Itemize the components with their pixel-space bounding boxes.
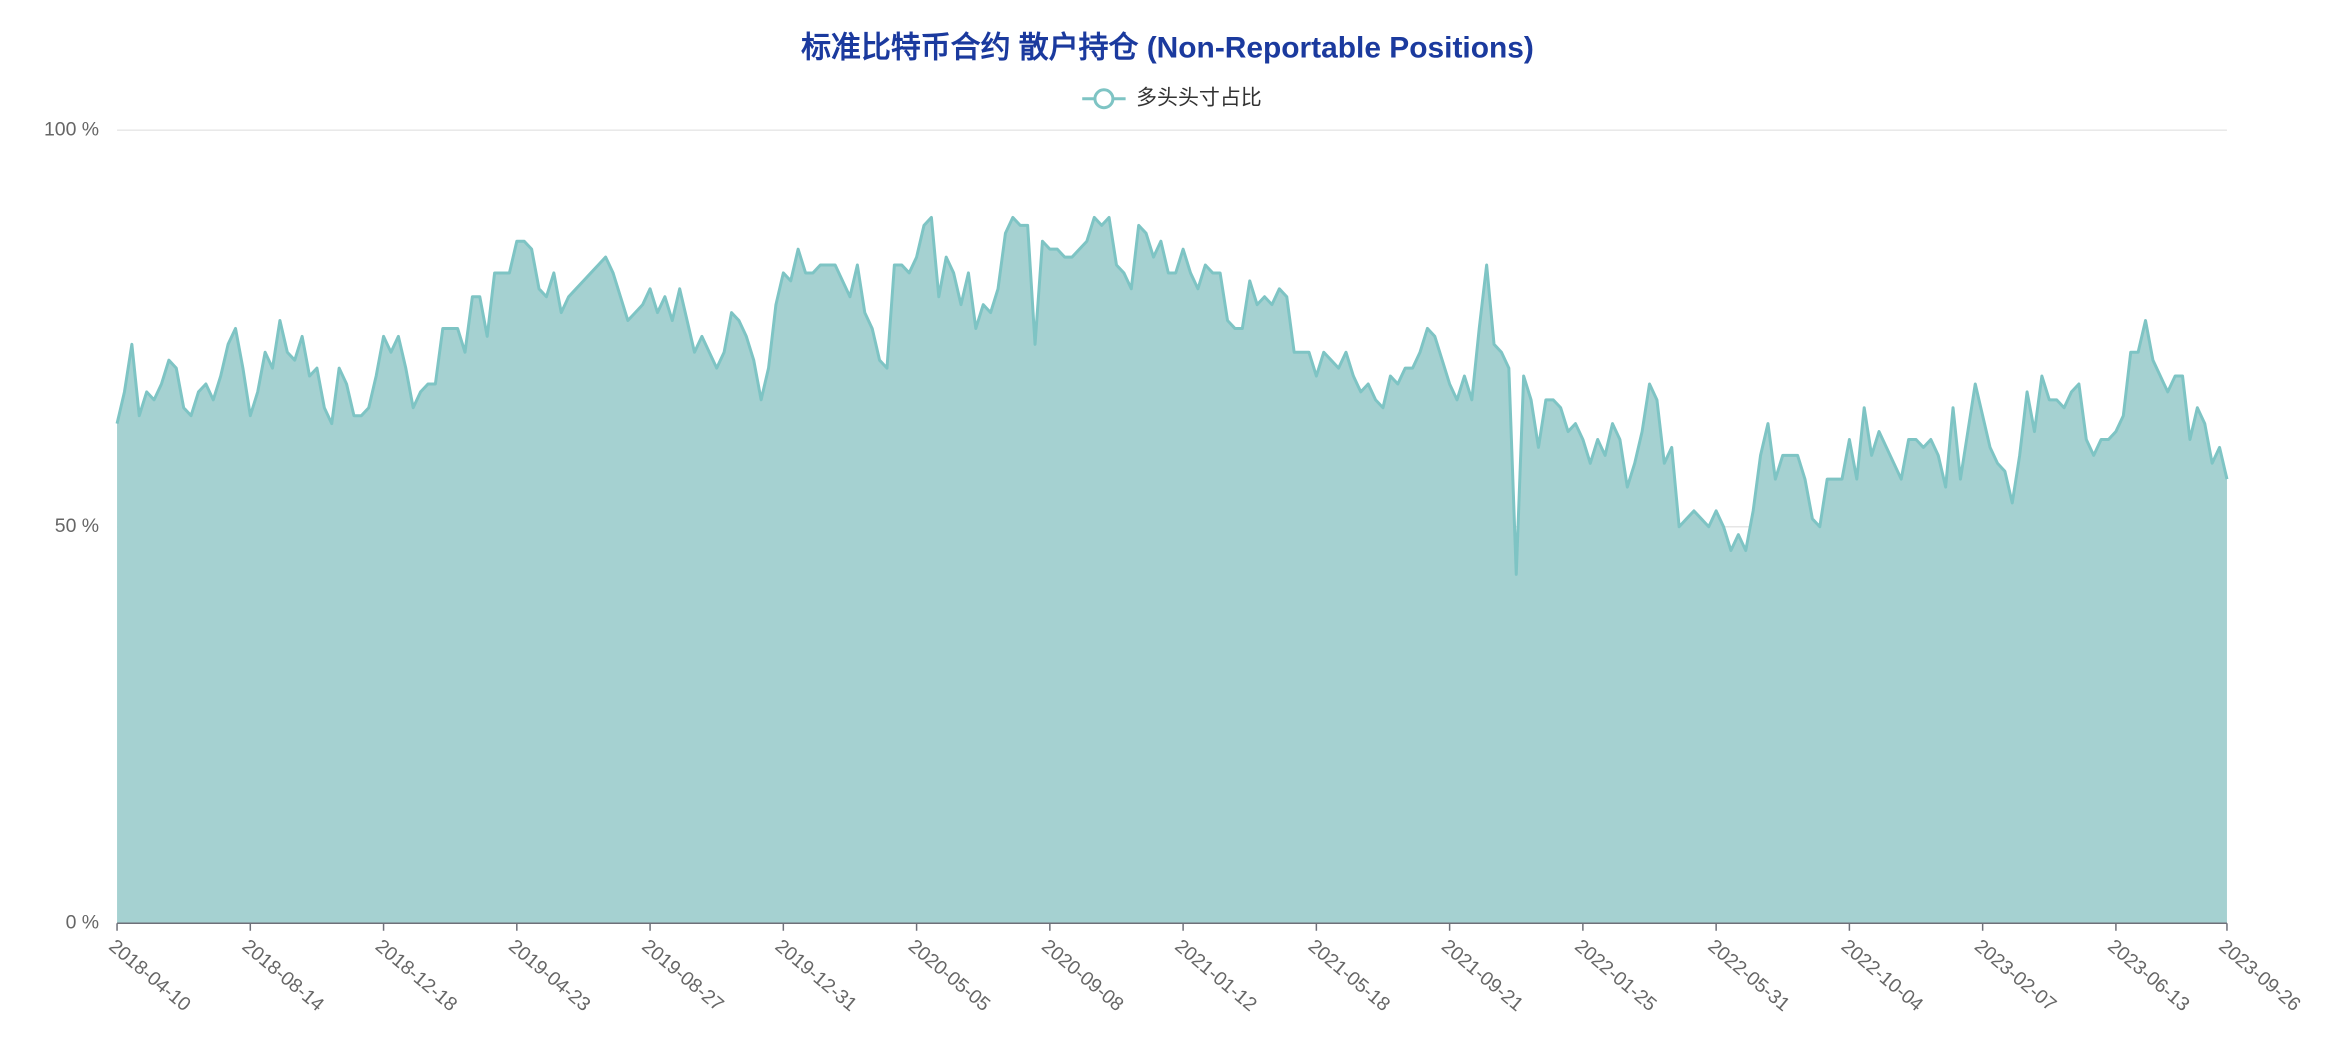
x-tick-label: 2021-01-12 <box>1171 935 1261 1016</box>
x-tick-label: 2019-04-23 <box>504 935 594 1016</box>
legend-label: 多头头寸占比 <box>1136 86 1262 109</box>
y-tick-label: 50 % <box>55 515 99 537</box>
x-tick-label: 2020-05-05 <box>904 935 994 1016</box>
area <box>117 217 2227 924</box>
x-tick-label: 2023-02-07 <box>1970 935 2060 1016</box>
x-tick-label: 2023-06-13 <box>2103 935 2193 1016</box>
x-tick-label: 2021-09-21 <box>1437 935 1527 1016</box>
x-tick-label: 2022-10-04 <box>1837 935 1927 1016</box>
x-tick-label: 2018-12-18 <box>371 935 461 1016</box>
chart-title: 标准比特币合约 散户持仓 (Non-Reportable Positions) <box>801 30 1534 64</box>
x-tick-label: 2020-09-08 <box>1037 935 1127 1016</box>
x-tick-label: 2023-09-26 <box>2214 935 2304 1016</box>
legend: 多头头寸占比 <box>1082 86 1262 110</box>
x-tick-label: 2018-04-10 <box>105 935 195 1016</box>
y-tick-label: 0 % <box>66 911 100 933</box>
x-tick-label: 2021-05-18 <box>1304 935 1394 1016</box>
x-tick-label: 2022-05-31 <box>1704 935 1794 1016</box>
line <box>115 215 2229 576</box>
x-tick-label: 2018-08-14 <box>238 935 328 1016</box>
x-tick-label: 2022-01-25 <box>1570 935 1660 1016</box>
x-tick-label: 2019-12-31 <box>771 935 861 1016</box>
legend-marker <box>1093 88 1115 110</box>
y-tick-label: 100 % <box>44 118 99 140</box>
x-tick-label: 2019-08-27 <box>638 935 728 1016</box>
